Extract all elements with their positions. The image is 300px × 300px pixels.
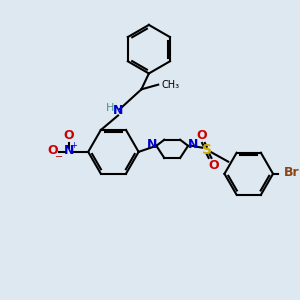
Text: O: O [47, 143, 58, 157]
Text: H: H [106, 103, 114, 113]
Text: O: O [63, 129, 74, 142]
Text: N: N [63, 143, 74, 157]
Text: Br: Br [284, 167, 300, 179]
Text: +: + [70, 141, 77, 150]
Text: CH₃: CH₃ [161, 80, 179, 90]
Text: O: O [197, 129, 207, 142]
Text: O: O [208, 159, 219, 172]
Text: −: − [55, 152, 63, 161]
Text: N: N [146, 138, 157, 152]
Text: N: N [188, 138, 198, 152]
Text: N: N [113, 104, 123, 117]
Text: S: S [202, 143, 212, 158]
